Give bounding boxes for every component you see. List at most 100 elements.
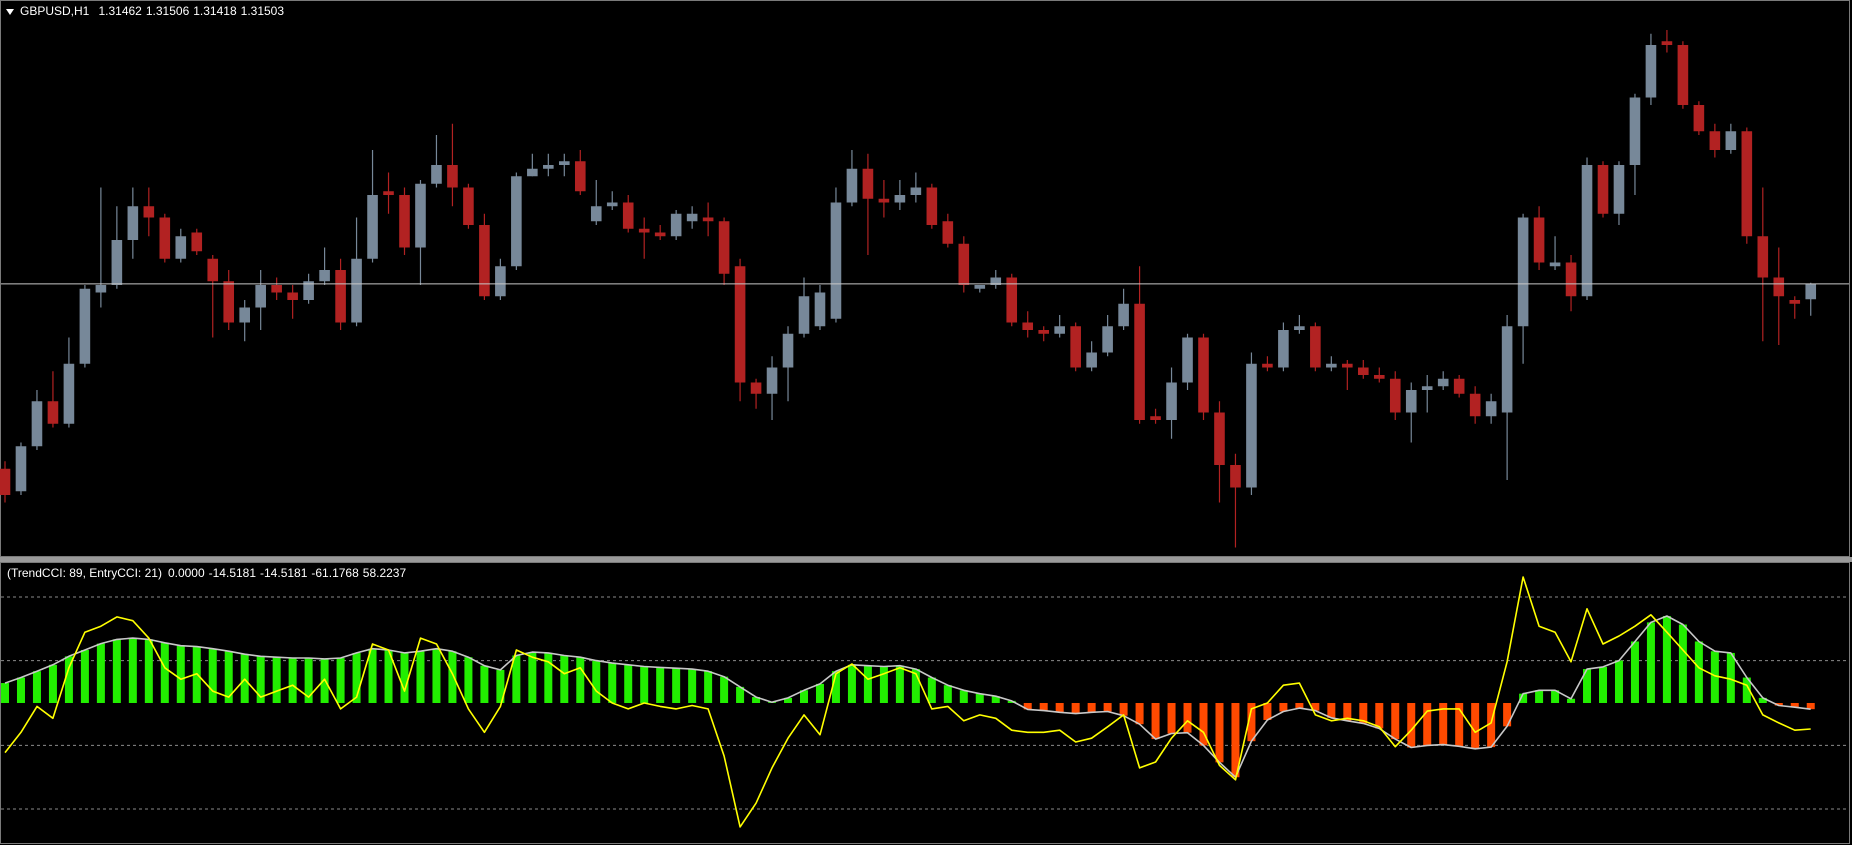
trend-cci-bar	[1215, 703, 1224, 763]
symbol: GBPUSD,H1	[20, 4, 90, 18]
candle-body	[1070, 326, 1081, 368]
candle-body	[15, 446, 27, 492]
candle-body	[654, 232, 666, 237]
trend-cci-bar	[1, 683, 9, 703]
candle-body	[958, 243, 970, 285]
readout: -14.5181	[209, 566, 257, 580]
trend-cci-bar	[1295, 703, 1304, 709]
trend-cci-bar	[544, 652, 553, 703]
trend-cci-bar	[304, 658, 313, 703]
candle-body	[207, 258, 219, 282]
candle-body	[814, 292, 826, 327]
candle-body	[1533, 217, 1545, 263]
trend-cci-bar	[1343, 703, 1352, 721]
trend-cci-bar	[815, 683, 824, 703]
candle-body	[942, 221, 954, 244]
candle-body	[463, 187, 474, 225]
trend-cci-bar	[576, 657, 585, 703]
trend-cci-bar	[384, 649, 393, 703]
candle-body	[910, 187, 922, 195]
candle-body	[1054, 326, 1065, 334]
candle-body	[1310, 326, 1321, 368]
readout: 58.2237	[363, 566, 407, 580]
candle-body	[1166, 382, 1177, 420]
candle-body	[1421, 386, 1433, 390]
candle-body	[79, 288, 91, 364]
candle-body	[638, 228, 650, 233]
trend-cci-bar	[1007, 700, 1016, 703]
candle-body	[1693, 105, 1705, 132]
candle-body	[1358, 367, 1369, 375]
candle-body	[367, 195, 378, 259]
trend-cci-bar	[608, 663, 617, 703]
candle-body	[734, 266, 746, 383]
candle-body	[1342, 363, 1353, 368]
trend-cci-bar	[272, 657, 281, 703]
candle-body	[127, 206, 139, 240]
trend-cci-bar	[1279, 703, 1288, 712]
candle-body	[399, 195, 410, 248]
candle-body	[1677, 45, 1689, 105]
trend-cci-bar	[1630, 641, 1639, 703]
trend-cci-bar	[1694, 641, 1703, 703]
candle-body	[1565, 262, 1577, 297]
candle-body	[1198, 337, 1209, 413]
trend-cci-bar	[432, 648, 441, 703]
trend-cci-bar	[1471, 703, 1480, 749]
candle-body	[1437, 378, 1449, 387]
candle-body	[1262, 363, 1273, 368]
trend-cci-bar	[1774, 703, 1783, 706]
trend-cci-bar	[1311, 703, 1320, 711]
candle-body	[383, 191, 394, 195]
trend-cci-bar	[1135, 703, 1144, 725]
trend-cci-bar	[1583, 669, 1592, 703]
candle-body	[1485, 401, 1497, 417]
candle-body	[143, 206, 155, 218]
candle-body	[894, 195, 906, 203]
indicator-header: (TrendCCI: 89, EntryCCI: 21) 0.0000 -14.51…	[7, 566, 406, 580]
trend-cci-bar	[1167, 703, 1176, 734]
symbol-menu-arrow[interactable]	[6, 9, 14, 15]
candle-body	[766, 367, 778, 394]
candle-body	[1038, 330, 1049, 334]
readout: -14.5181	[260, 566, 308, 580]
trend-cci-bar	[1599, 666, 1607, 703]
trend-cci-bar	[959, 690, 968, 703]
candle-body	[1741, 131, 1753, 237]
trend-cci-bar	[480, 665, 489, 703]
candle-body	[495, 266, 506, 297]
trend-cci-bar	[1790, 703, 1799, 708]
trend-cci-bar	[1614, 660, 1623, 703]
trend-cci-bar	[720, 676, 729, 703]
trend-cci-bar	[1087, 703, 1096, 713]
candle-body	[670, 213, 682, 237]
trend-cci-bar	[64, 656, 73, 703]
candle-body	[1230, 465, 1241, 488]
trend-cci-bar	[688, 669, 697, 703]
trend-cci-bar	[847, 664, 856, 703]
candle-body	[862, 168, 874, 199]
trend-cci-bar	[1551, 690, 1560, 703]
candle-body	[1373, 375, 1385, 379]
trend-cci-bar	[975, 693, 984, 703]
candle-body	[431, 165, 442, 184]
candle-body	[1469, 393, 1481, 417]
trend-cci-bar	[800, 690, 808, 703]
trend-cci-bar	[288, 658, 297, 703]
candle-body	[303, 281, 314, 300]
trend-cci-bar	[784, 697, 793, 703]
trend-cci-bar	[496, 669, 505, 703]
trend-cci-bar	[560, 655, 569, 703]
trend-cci-bar	[831, 671, 840, 703]
trend-cci-bar	[336, 658, 345, 703]
candle-body	[239, 307, 250, 323]
candle-body	[846, 168, 858, 203]
trend-cci-bar	[416, 651, 425, 703]
indicator-panel-frame	[0, 562, 1850, 844]
candle-body	[974, 285, 986, 289]
trend-cci-bar	[1183, 703, 1192, 733]
trend-cci-bar	[1391, 703, 1400, 740]
trend-cci-bar	[1503, 703, 1512, 727]
